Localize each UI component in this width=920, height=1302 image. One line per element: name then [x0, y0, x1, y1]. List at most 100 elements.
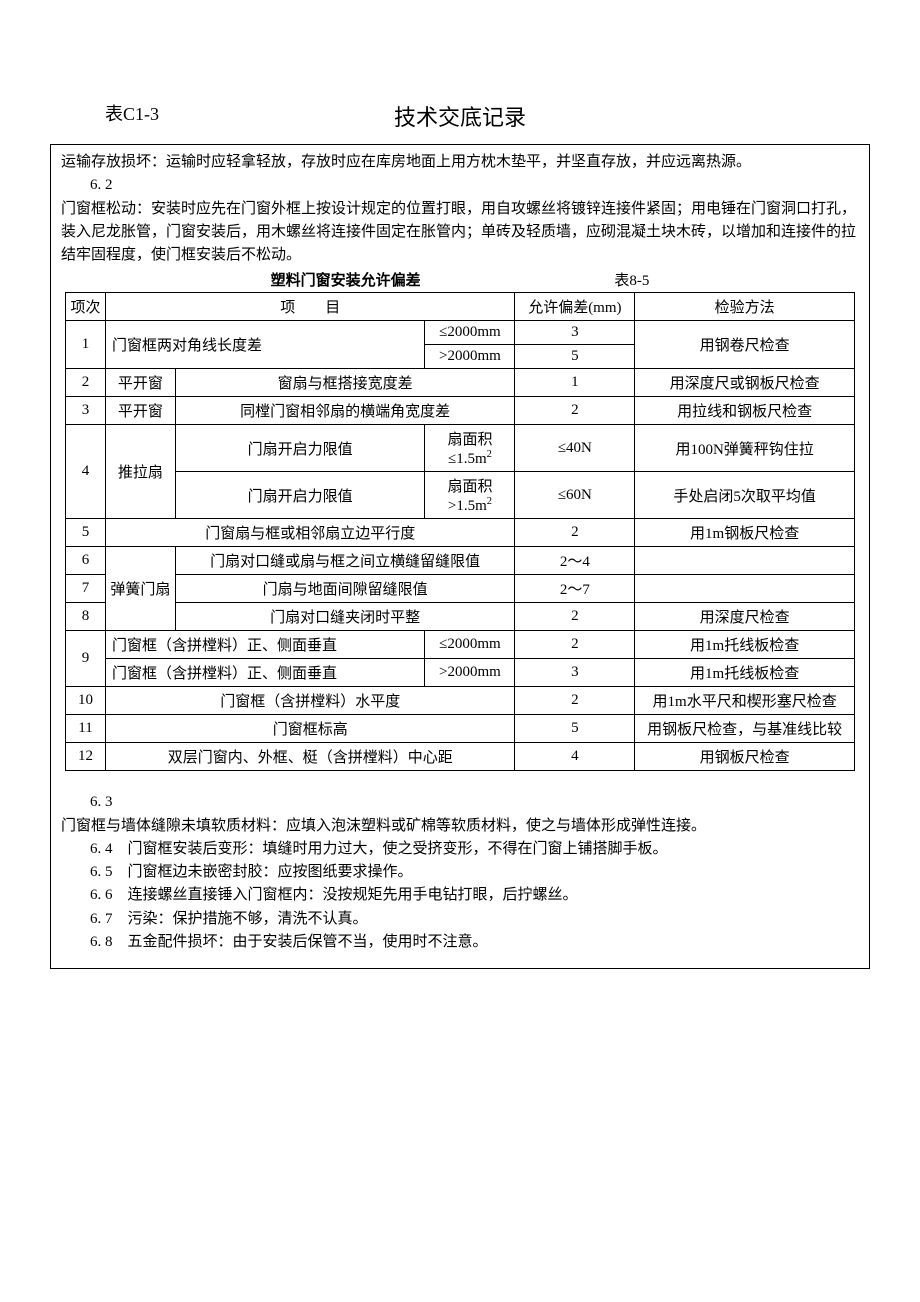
cell-item: 同樘门窗相邻扇的横端角宽度差	[175, 397, 515, 425]
cell-dev: 5	[515, 715, 635, 743]
table-row: 2 平开窗 窗扇与框搭接宽度差 1 用深度尺或钢板尺检查	[66, 369, 855, 397]
table-header-row: 项次 项 目 允许偏差(mm) 检验方法	[66, 293, 855, 321]
cell-item: 门窗框标高	[105, 715, 514, 743]
table-row: 11 门窗框标高 5 用钢板尺检查，与基准线比较	[66, 715, 855, 743]
table-title: 塑料门窗安装允许偏差	[271, 269, 421, 290]
cell-dev: 2	[515, 603, 635, 631]
cell-dev: ≤40N	[515, 425, 635, 472]
cell-method: 用深度尺检查	[635, 603, 855, 631]
cell-item: 门扇与地面间隙留缝限值	[175, 575, 515, 603]
tolerance-table: 项次 项 目 允许偏差(mm) 检验方法 1 门窗框两对角线长度差 ≤2000m…	[65, 292, 855, 771]
cell-no: 9	[66, 631, 106, 687]
cell-cat: 推拉扇	[105, 425, 175, 519]
table-row: 6 弹簧门扇 门扇对口缝或扇与框之间立横缝留缝限值 2～4	[66, 547, 855, 575]
col-header-no: 项次	[66, 293, 106, 321]
cell-method: 用1m水平尺和楔形塞尺检查	[635, 687, 855, 715]
cell-item: 门窗框（含拼樘料）水平度	[105, 687, 514, 715]
col-header-dev: 允许偏差(mm)	[515, 293, 635, 321]
section-6-2-number: 6. 2	[51, 174, 869, 197]
table-row: 12 双层门窗内、外框、梃（含拼樘料）中心距 4 用钢板尺检查	[66, 743, 855, 771]
page: 技术交底记录 表C1-3 运输存放损坏：运输时应轻拿轻放，存放时应在库房地面上用…	[0, 0, 920, 1302]
cell-no: 4	[66, 425, 106, 519]
section-6-7: 6. 7 污染：保护措施不够，清洗不认真。	[51, 908, 869, 931]
cell-method: 用深度尺或钢板尺检查	[635, 369, 855, 397]
table-row: 1 门窗框两对角线长度差 ≤2000mm 3 用钢卷尺检查	[66, 321, 855, 345]
cell-no: 1	[66, 321, 106, 369]
table-row: 4 推拉扇 门扇开启力限值 扇面积≤1.5m2 ≤40N 用100N弹簧秤钩住拉	[66, 425, 855, 472]
cell-no: 2	[66, 369, 106, 397]
cell-sub: ≤2000mm	[425, 321, 515, 345]
cell-dev: 2	[515, 519, 635, 547]
section-6-4: 6. 4 门窗框安装后变形：填缝时用力过大，使之受挤变形，不得在门窗上铺搭脚手板…	[51, 838, 869, 861]
cell-item: 窗扇与框搭接宽度差	[175, 369, 515, 397]
cell-item: 双层门窗内、外框、梃（含拼樘料）中心距	[105, 743, 514, 771]
cell-method	[635, 575, 855, 603]
cell-dev: 3	[515, 659, 635, 687]
section-6-5: 6. 5 门窗框边未嵌密封胶：应按图纸要求操作。	[51, 861, 869, 884]
cell-dev: 2	[515, 397, 635, 425]
cell-no: 12	[66, 743, 106, 771]
section-6-8: 6. 8 五金配件损坏：由于安装后保管不当，使用时不注意。	[51, 931, 869, 954]
cell-method: 用1m钢板尺检查	[635, 519, 855, 547]
cell-cat: 弹簧门扇	[105, 547, 175, 631]
cell-method	[635, 547, 855, 575]
cell-cat: 平开窗	[105, 369, 175, 397]
cell-no: 7	[66, 575, 106, 603]
cell-no: 3	[66, 397, 106, 425]
col-header-item: 项 目	[105, 293, 514, 321]
table-row: 7 门扇与地面间隙留缝限值 2～7	[66, 575, 855, 603]
cell-item: 门扇对口缝夹闭时平整	[175, 603, 515, 631]
table-row: 门窗框（含拼樘料）正、侧面垂直 >2000mm 3 用1m托线板检查	[66, 659, 855, 687]
page-title: 技术交底记录	[0, 100, 920, 132]
cell-dev: ≤60N	[515, 472, 635, 519]
col-header-method: 检验方法	[635, 293, 855, 321]
table-row: 3 平开窗 同樘门窗相邻扇的横端角宽度差 2 用拉线和钢板尺检查	[66, 397, 855, 425]
table-row: 门扇开启力限值 扇面积>1.5m2 ≤60N 手处启闭5次取平均值	[66, 472, 855, 519]
cell-item: 门窗框两对角线长度差	[105, 321, 425, 369]
cell-method: 用1m托线板检查	[635, 659, 855, 687]
cell-dev: 2～4	[515, 547, 635, 575]
section-6-2-text: 门窗框松动：安装时应先在门窗外框上按设计规定的位置打眼，用自攻螺丝将镀锌连接件紧…	[51, 198, 869, 268]
cell-no: 8	[66, 603, 106, 631]
cell-area: 扇面积≤1.5m2	[425, 425, 515, 472]
intro-paragraph: 运输存放损坏：运输时应轻拿轻放，存放时应在库房地面上用方枕木垫平，并坚直存放，并…	[51, 151, 869, 174]
cell-dev: 2	[515, 687, 635, 715]
cell-item: 门窗框（含拼樘料）正、侧面垂直	[105, 659, 425, 687]
cell-sub: >2000mm	[425, 345, 515, 369]
cell-no: 6	[66, 547, 106, 575]
table-row: 10 门窗框（含拼樘料）水平度 2 用1m水平尺和楔形塞尺检查	[66, 687, 855, 715]
cell-item: 门扇开启力限值	[175, 472, 425, 519]
cell-dev: 2～7	[515, 575, 635, 603]
cell-method: 用钢板尺检查	[635, 743, 855, 771]
after-table-block: 6. 3 门窗框与墙体缝隙未填软质材料：应填入泡沫塑料或矿棉等软质材料，使之与墙…	[51, 791, 869, 954]
table-title-row: 塑料门窗安装允许偏差 表8-5	[51, 267, 869, 292]
cell-sub: ≤2000mm	[425, 631, 515, 659]
cell-item: 门窗框（含拼樘料）正、侧面垂直	[105, 631, 425, 659]
table-row: 8 门扇对口缝夹闭时平整 2 用深度尺检查	[66, 603, 855, 631]
cell-item: 门扇开启力限值	[175, 425, 425, 472]
cell-item: 门窗扇与框或相邻扇立边平行度	[105, 519, 514, 547]
cell-area: 扇面积>1.5m2	[425, 472, 515, 519]
cell-dev: 4	[515, 743, 635, 771]
cell-no: 11	[66, 715, 106, 743]
table-row: 9 门窗框（含拼樘料）正、侧面垂直 ≤2000mm 2 用1m托线板检查	[66, 631, 855, 659]
cell-item: 门扇对口缝或扇与框之间立横缝留缝限值	[175, 547, 515, 575]
cell-method: 用钢卷尺检查	[635, 321, 855, 369]
table-code: 表8-5	[614, 269, 649, 290]
table-row: 5 门窗扇与框或相邻扇立边平行度 2 用1m钢板尺检查	[66, 519, 855, 547]
cell-no: 10	[66, 687, 106, 715]
cell-method: 用钢板尺检查，与基准线比较	[635, 715, 855, 743]
content-box: 运输存放损坏：运输时应轻拿轻放，存放时应在库房地面上用方枕木垫平，并坚直存放，并…	[50, 144, 870, 969]
cell-dev: 3	[515, 321, 635, 345]
cell-method: 用拉线和钢板尺检查	[635, 397, 855, 425]
cell-dev: 2	[515, 631, 635, 659]
cell-method: 用100N弹簧秤钩住拉	[635, 425, 855, 472]
section-6-6: 6. 6 连接螺丝直接锤入门窗框内：没按规矩先用手电钻打眼，后拧螺丝。	[51, 884, 869, 907]
cell-cat: 平开窗	[105, 397, 175, 425]
cell-method: 用1m托线板检查	[635, 631, 855, 659]
cell-dev: 1	[515, 369, 635, 397]
cell-dev: 5	[515, 345, 635, 369]
section-6-3-text: 门窗框与墙体缝隙未填软质材料：应填入泡沫塑料或矿棉等软质材料，使之与墙体形成弹性…	[51, 815, 869, 838]
cell-method: 手处启闭5次取平均值	[635, 472, 855, 519]
cell-sub: >2000mm	[425, 659, 515, 687]
